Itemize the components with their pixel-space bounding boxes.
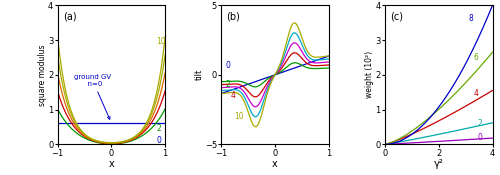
- Text: (b): (b): [226, 11, 240, 21]
- Text: 4: 4: [474, 89, 478, 98]
- Text: 4: 4: [231, 91, 235, 100]
- Text: 0: 0: [226, 61, 230, 70]
- Text: 0: 0: [478, 132, 482, 142]
- Text: 2: 2: [156, 124, 162, 133]
- X-axis label: x: x: [108, 159, 114, 169]
- Text: 10: 10: [156, 37, 166, 46]
- Text: 8: 8: [468, 14, 473, 23]
- Y-axis label: tilt: tilt: [194, 69, 203, 80]
- Text: ground GV
  n=0: ground GV n=0: [74, 74, 111, 119]
- Text: 6: 6: [474, 53, 478, 62]
- X-axis label: x: x: [272, 159, 278, 169]
- Y-axis label: weight (10²): weight (10²): [365, 51, 374, 98]
- Y-axis label: square modulus: square modulus: [38, 44, 46, 106]
- X-axis label: γ²: γ²: [434, 159, 444, 169]
- Text: (a): (a): [63, 11, 76, 21]
- Text: 2: 2: [478, 119, 482, 128]
- Text: 2: 2: [226, 80, 230, 89]
- Text: 10: 10: [234, 112, 244, 121]
- Text: (c): (c): [390, 11, 403, 21]
- Text: 0: 0: [156, 136, 161, 145]
